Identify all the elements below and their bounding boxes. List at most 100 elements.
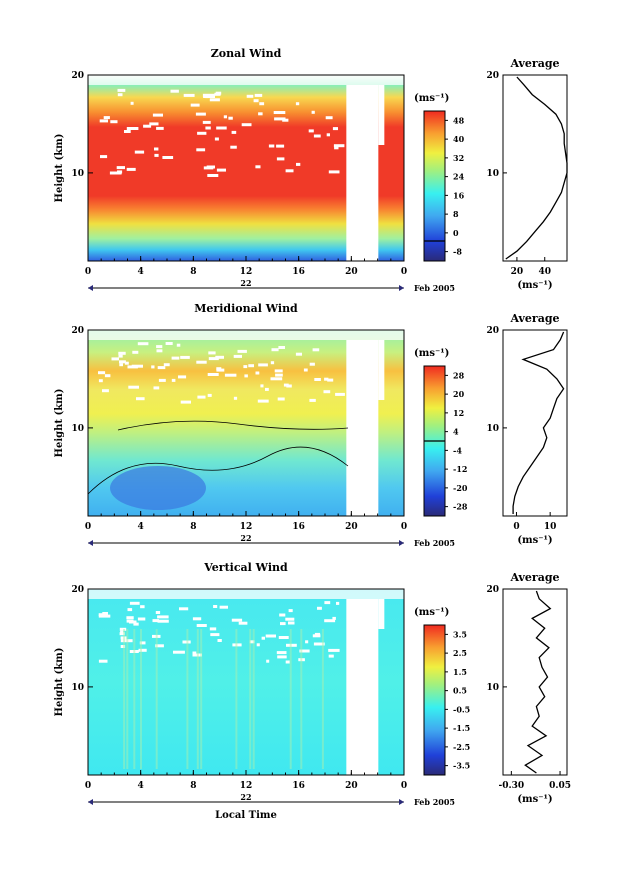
missing-data-speckle [254,93,263,97]
missing-data-speckle [178,375,187,379]
profile-x-tick-label: 10 [544,522,557,532]
missing-data-speckle [158,378,166,382]
x-axis-label: Local Time [215,810,277,821]
updraft-streak [155,629,158,769]
colorbar-tick-label: 24 [453,172,465,182]
missing-data-speckle [217,639,222,642]
missing-data-speckle [154,147,159,151]
missing-data-speckle [126,616,134,620]
data-gap [378,85,385,145]
profile-unit: (ms⁻¹) [517,794,552,805]
colorbar-tick-label: -1.5 [453,723,470,733]
missing-data-speckle [137,342,149,346]
missing-data-speckle [129,601,140,605]
updraft-streak [140,629,142,769]
missing-data-speckle [271,348,279,352]
profile-x-tick-label: 0 [513,522,519,532]
missing-data-speckle [117,88,126,92]
missing-data-speckle [274,117,286,121]
missing-data-speckle [173,650,185,654]
missing-data-speckle [209,627,217,631]
profile-y-tick-label: 10 [486,683,499,693]
missing-data-speckle [133,622,139,626]
y-axis: 20 10 Height (km) [54,71,93,202]
missing-data-speckle [176,343,181,347]
missing-data-speckle [327,378,334,382]
updraft-streak [200,629,203,769]
missing-data-speckle [237,349,247,353]
missing-data-speckle [276,144,285,148]
x-axis: 0 4 8 12 16 20 0 [85,256,407,277]
profile-frame [502,329,568,517]
missing-data-speckle [162,156,174,159]
missing-data-speckle [203,166,214,170]
updraft-streak [249,629,252,769]
profile-title: Average [509,312,559,325]
date-suffix: Feb 2005 [414,283,455,293]
missing-data-speckle [305,640,309,644]
date-arrow-right [399,285,404,291]
missing-data-speckle [110,120,118,124]
missing-data-speckle [317,606,322,610]
updraft-streak [235,629,238,769]
missing-data-speckle [207,174,219,177]
profile-unit: (ms⁻¹) [517,535,552,546]
missing-data-speckle [309,398,316,402]
y-axis: 20 10 Height (km) [54,585,93,716]
missing-data-speckle [197,395,206,399]
missing-data-speckle [313,642,325,646]
date-label: 22 [240,792,251,802]
missing-data-speckle [137,617,146,621]
missing-data-speckle [336,601,340,605]
profile-title: Average [509,571,559,584]
x-tick-label: 4 [138,522,144,532]
missing-data-speckle [244,374,248,378]
missing-data-speckle [127,608,133,612]
date-suffix: Feb 2005 [414,797,455,807]
x-axis: 0 4 8 12 16 20 0 [85,770,407,791]
missing-data-speckle [285,660,290,664]
missing-data-speckle [255,165,261,169]
missing-data-speckle [140,605,145,609]
y-axis-label: Height (km) [54,389,65,458]
missing-data-speckle [171,378,176,382]
x-tick-label: 0 [401,522,407,532]
x-tick-label: 12 [240,522,253,532]
y-tick-label: 20 [71,326,84,336]
colorbar-tick-label: 32 [453,153,464,163]
missing-data-speckle [163,363,170,367]
missing-data-speckle [192,617,202,621]
x-tick-label: 16 [292,781,305,791]
missing-data-speckle [197,131,207,135]
missing-data-speckle [103,116,110,120]
date-axis: 22 Feb 2005 [88,533,455,548]
missing-data-speckle [266,659,270,663]
missing-data-speckle [190,103,200,107]
missing-data-speckle [192,651,197,655]
missing-data-speckle [295,352,302,356]
y-tick-label: 10 [71,169,84,179]
profile-y-tick-label: 20 [486,326,499,336]
x-tick-label: 12 [240,267,253,277]
average-profile: Average 0 10 20 10 (ms⁻¹) [486,312,568,546]
x-tick-label: 0 [401,781,407,791]
missing-data-speckle [265,387,269,391]
missing-data-speckle [134,150,145,154]
missing-data-speckle [268,144,275,148]
x-tick-label: 20 [345,522,358,532]
colorbar-gradient [423,624,446,776]
missing-data-speckle [98,614,111,618]
y-tick-label: 20 [71,585,84,595]
colorbar: (ms⁻¹) 28 20 12 4 -4 -12 -20 -28 [414,348,468,517]
missing-data-speckle [333,144,345,148]
colorbar-tick-label: 0 [453,228,459,238]
missing-data-speckle [183,93,195,97]
average-profile: Average 20 40 20 10 (ms⁻¹) [486,57,568,291]
missing-data-speckle [117,93,123,97]
missing-data-speckle [171,356,180,360]
missing-data-speckle [104,374,111,378]
missing-data-speckle [276,157,285,161]
profile-y-tick-label: 20 [486,585,499,595]
